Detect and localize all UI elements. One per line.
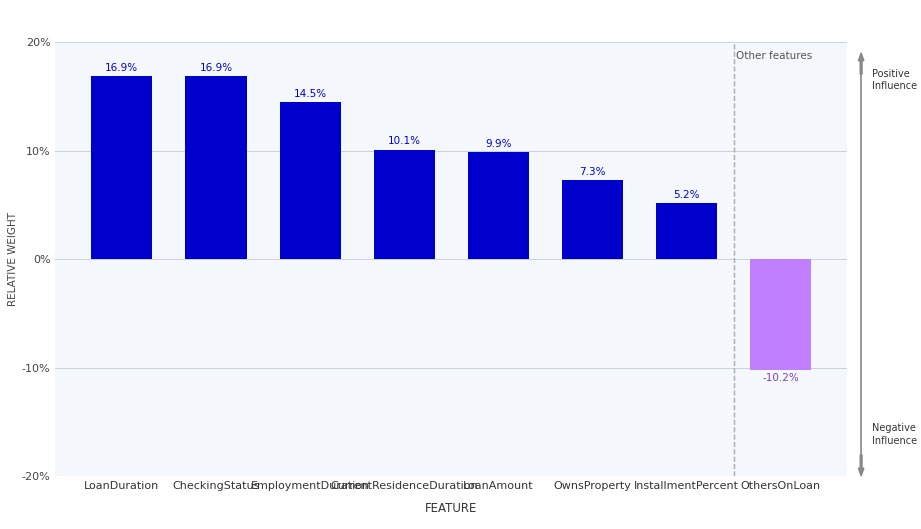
X-axis label: FEATURE: FEATURE [426, 502, 477, 515]
Text: 9.9%: 9.9% [485, 139, 511, 149]
Text: -10.2%: -10.2% [763, 373, 799, 383]
Bar [374, 150, 435, 259]
Bar [468, 152, 529, 259]
Bar [279, 102, 341, 259]
Text: 10.1%: 10.1% [388, 136, 421, 147]
Text: Other features: Other features [736, 51, 811, 61]
Bar [185, 76, 247, 259]
Text: 14.5%: 14.5% [294, 89, 327, 99]
Bar [562, 180, 624, 259]
Text: 5.2%: 5.2% [673, 189, 700, 199]
Text: 7.3%: 7.3% [579, 167, 606, 177]
Bar [750, 259, 811, 370]
Text: 16.9%: 16.9% [200, 62, 232, 72]
Text: 16.9%: 16.9% [105, 62, 138, 72]
Text: Negative
Influence: Negative Influence [872, 423, 917, 445]
Y-axis label: RELATIVE WEIGHT: RELATIVE WEIGHT [8, 212, 18, 306]
Bar [91, 76, 153, 259]
Text: Positive
Influence: Positive Influence [872, 69, 917, 91]
Bar [656, 203, 717, 259]
